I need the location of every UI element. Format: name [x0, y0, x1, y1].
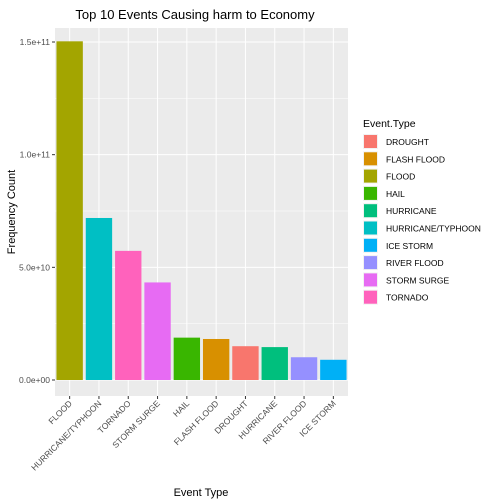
bar-flash-flood — [202, 338, 230, 380]
bar-storm-surge — [144, 282, 171, 380]
legend-label: HURRICANE — [386, 206, 437, 216]
y-tick-label: 0.0e+00 — [19, 375, 50, 385]
legend-swatch — [364, 273, 377, 287]
legend-label: TORNADO — [386, 293, 429, 303]
legend-label: ICE STORM — [386, 241, 433, 251]
x-tick-label: HAIL — [171, 398, 192, 419]
bar-river-flood — [290, 357, 318, 380]
legend-label: HURRICANE/TYPHOON — [386, 224, 481, 234]
bar-hurricane-typhoon — [85, 217, 113, 380]
legend-label: RIVER FLOOD — [386, 258, 444, 268]
legend-label: FLOOD — [386, 172, 415, 182]
y-axis-title: Frequency Count — [6, 170, 18, 254]
bar-tornado — [115, 250, 142, 380]
legend-label: FLASH FLOOD — [386, 154, 445, 164]
legend-swatch — [364, 256, 377, 270]
y-tick-label: 5.0e+10 — [19, 262, 50, 272]
legend-swatch — [364, 186, 377, 200]
legend-swatch — [364, 221, 377, 235]
legend-title: Event.Type — [363, 118, 416, 130]
legend-swatch — [364, 204, 377, 218]
legend-label: DROUGHT — [386, 137, 429, 147]
legend-label: STORM SURGE — [386, 275, 449, 285]
legend-swatch — [364, 135, 377, 148]
bar-flood — [56, 41, 83, 380]
legend-swatch — [364, 169, 377, 183]
bar-hurricane — [261, 347, 288, 380]
legend-label: HAIL — [386, 189, 405, 199]
y-tick-label: 1.5e+11 — [20, 37, 51, 47]
bar-drought — [232, 346, 259, 380]
legend-swatch — [364, 152, 377, 166]
y-tick-label: 1.0e+11 — [20, 150, 51, 160]
legend-swatch — [364, 290, 377, 304]
bar-ice-storm — [320, 359, 347, 380]
bars — [56, 41, 347, 380]
chart-title: Top 10 Events Causing harm to Economy — [75, 7, 315, 22]
legend-swatch — [364, 238, 377, 252]
bar-hail — [173, 337, 201, 380]
legend: Event.Type DROUGHT FLASH FLOOD FLOOD HAIL HU… — [363, 118, 481, 305]
y-axis-ticks: 0.0e+00 5.0e+10 1.0e+11 1.5e+11 — [19, 37, 55, 385]
x-tick-label: FLOOD — [46, 398, 74, 426]
x-axis-title: Event Type — [174, 487, 229, 499]
